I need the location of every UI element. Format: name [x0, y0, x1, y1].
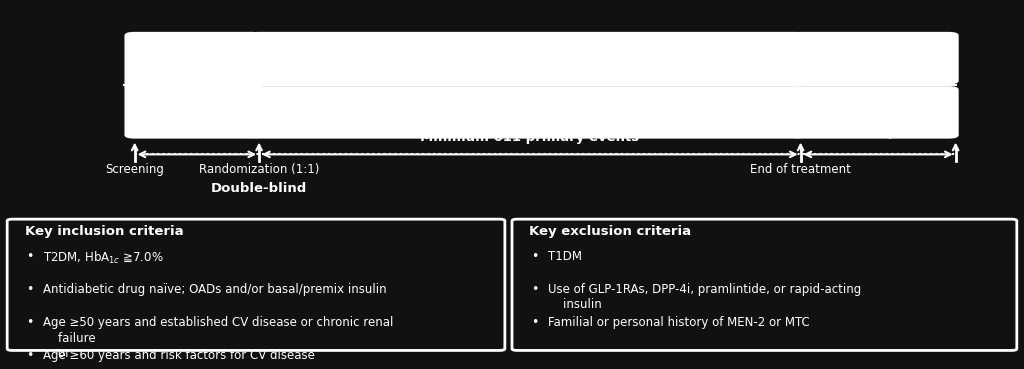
Text: •: •	[27, 349, 34, 362]
Text: Minimum duration 3.5 years: Minimum duration 3.5 years	[424, 106, 635, 119]
Text: •: •	[27, 249, 34, 263]
Text: Key inclusion criteria: Key inclusion criteria	[25, 225, 183, 238]
Text: •: •	[531, 316, 539, 329]
FancyBboxPatch shape	[125, 32, 262, 139]
Text: Double-blind: Double-blind	[211, 182, 307, 195]
Text: Age ≥60 years and risk factors for CV disease: Age ≥60 years and risk factors for CV di…	[43, 349, 314, 362]
Text: Maximum 5 years: Maximum 5 years	[464, 118, 595, 132]
Text: T1DM: T1DM	[548, 249, 582, 263]
FancyBboxPatch shape	[249, 86, 805, 139]
FancyBboxPatch shape	[7, 219, 505, 351]
Text: End of treatment: End of treatment	[751, 163, 851, 176]
Text: Key exclusion criteria: Key exclusion criteria	[529, 225, 691, 238]
Text: Randomization (1:1): Randomization (1:1)	[199, 163, 319, 176]
Text: Age ≥50 years and established CV disease or chronic renal
    failure
    or: Age ≥50 years and established CV disease…	[43, 316, 393, 360]
FancyBboxPatch shape	[249, 32, 805, 85]
Text: T2DM, HbA$_{1c}$ ≧7.0%: T2DM, HbA$_{1c}$ ≧7.0%	[43, 249, 164, 266]
Text: •: •	[27, 283, 34, 296]
Text: Use of GLP-1RAs, DPP-4i, pramlintide, or rapid-acting
    insulin: Use of GLP-1RAs, DPP-4i, pramlintide, or…	[548, 283, 861, 311]
Text: Antidiabetic drug naïve; OADs and/or basal/premix insulin: Antidiabetic drug naïve; OADs and/or bas…	[43, 283, 386, 296]
Text: •: •	[531, 283, 539, 296]
Text: •: •	[27, 316, 34, 329]
FancyBboxPatch shape	[791, 32, 958, 85]
FancyBboxPatch shape	[791, 86, 958, 139]
Text: Screening: Screening	[105, 163, 164, 176]
Text: Familial or personal history of MEN-2 or MTC: Familial or personal history of MEN-2 or…	[548, 316, 809, 329]
Text: •: •	[531, 249, 539, 263]
Text: 30 days: 30 days	[855, 125, 901, 139]
Text: 2 weeks: 2 weeks	[173, 125, 221, 139]
FancyBboxPatch shape	[512, 219, 1017, 351]
Text: Minimum 611 primary events: Minimum 611 primary events	[420, 131, 639, 144]
